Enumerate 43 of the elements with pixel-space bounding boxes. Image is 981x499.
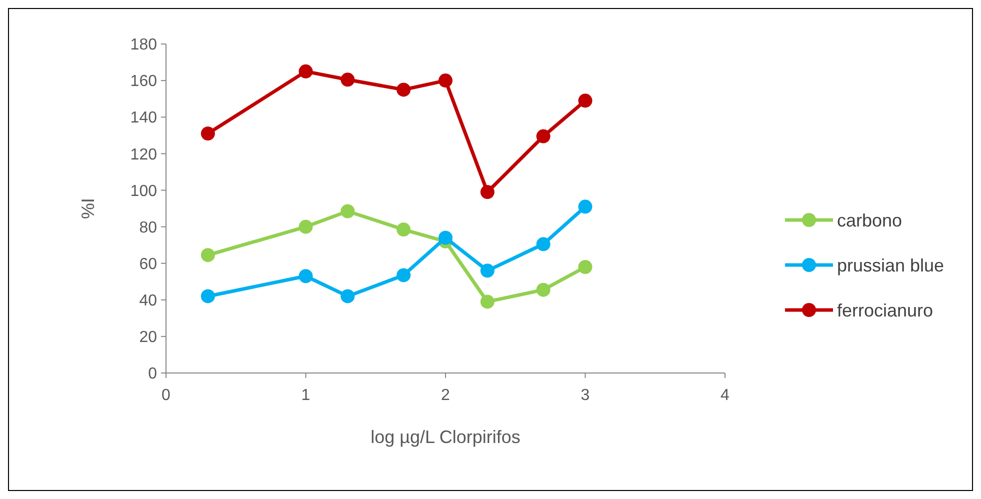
point [200, 289, 215, 304]
legend-label: ferrocianuro [837, 300, 934, 320]
point [438, 74, 452, 88]
x-tick-label: 1 [301, 387, 310, 404]
point [480, 294, 494, 309]
point [200, 248, 215, 262]
y-tick-label: 20 [139, 329, 158, 346]
y-tick-label: 180 [130, 36, 158, 54]
x-tick-label: 2 [441, 387, 450, 404]
y-tick-label: 100 [130, 182, 158, 200]
y-tick-label: 40 [139, 292, 158, 310]
y-tick-label: 120 [130, 146, 158, 164]
point [578, 260, 592, 274]
point [298, 269, 313, 284]
point [340, 72, 355, 87]
point [438, 230, 452, 245]
point [578, 200, 592, 214]
point [298, 64, 313, 78]
x-tick-label: 4 [720, 387, 730, 404]
point [396, 268, 411, 282]
y-tick-label: 60 [139, 256, 158, 273]
point [536, 129, 550, 144]
point [298, 220, 313, 234]
y-tick-label: 0 [148, 366, 158, 383]
point [578, 94, 592, 108]
point [536, 282, 550, 297]
x-tick-label: 0 [162, 387, 171, 404]
y-tick-label: 160 [130, 73, 158, 90]
x-tick-label: 3 [580, 387, 590, 404]
point [340, 289, 355, 304]
legend-label: carbono [837, 210, 902, 230]
point [480, 264, 494, 278]
point [200, 126, 215, 141]
legend-label: prussian blue [837, 255, 944, 276]
point [340, 204, 355, 218]
x-axis-title: log µg/L Clorpirifos [370, 427, 520, 447]
point [536, 237, 550, 252]
y-tick-label: 80 [139, 219, 158, 236]
y-tick-label: 140 [130, 110, 158, 127]
point [396, 82, 411, 97]
point [480, 185, 494, 200]
point [396, 222, 411, 237]
y-axis-title: %I [78, 198, 98, 220]
